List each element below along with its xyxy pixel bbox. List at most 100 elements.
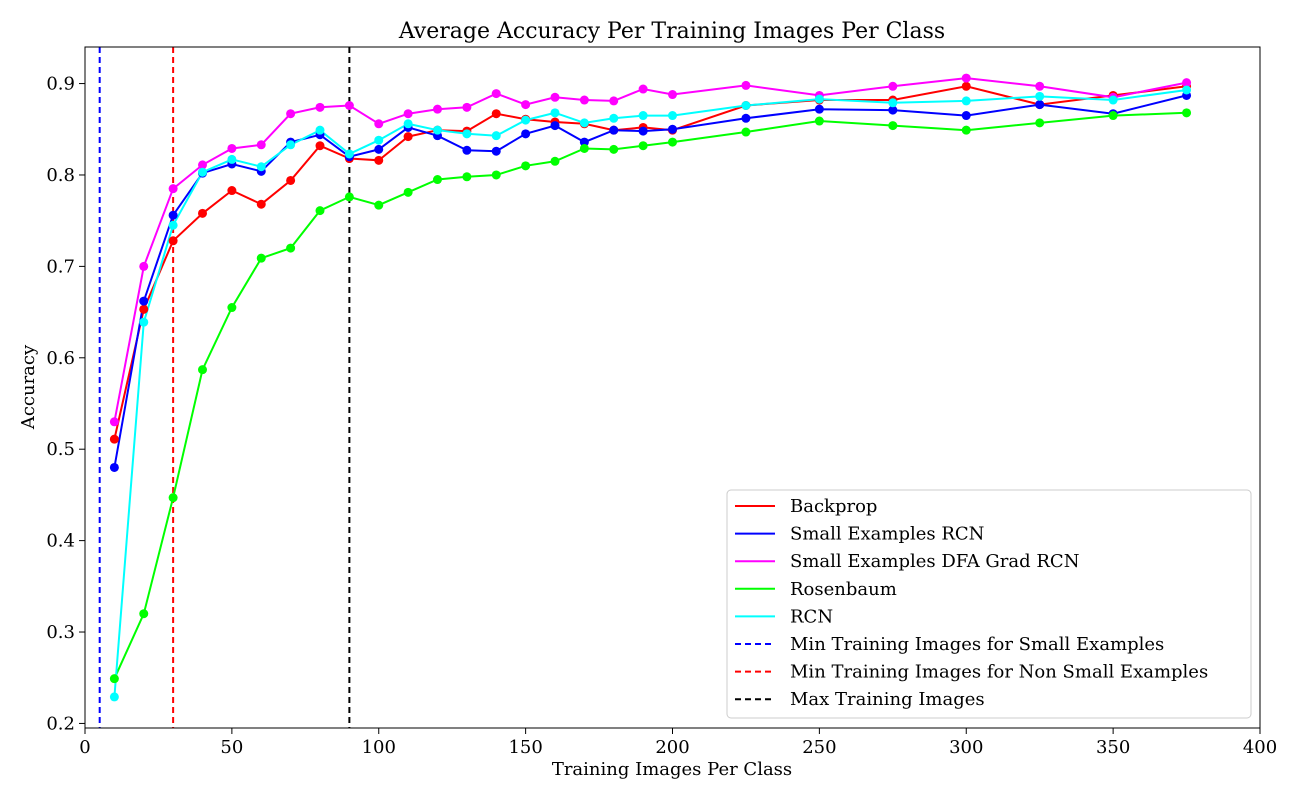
data-point-2-15 (550, 92, 560, 102)
data-point-3-11 (433, 175, 442, 185)
data-point-2-14 (521, 100, 531, 110)
data-point-1-17 (609, 125, 619, 135)
data-point-3-12 (462, 172, 472, 182)
x-tick-label-4: 200 (655, 737, 689, 758)
legend-label-6: Min Training Images for Non Small Exampl… (790, 662, 1208, 683)
data-point-2-0 (109, 417, 119, 427)
y-axis-ticks: 0.2 0.3 0.4 0.5 0.6 0.7 0.8 0.9 (46, 74, 85, 734)
data-point-4-22 (888, 98, 898, 108)
data-point-0-3 (198, 208, 207, 218)
data-point-3-18 (638, 141, 648, 151)
data-point-2-19 (668, 90, 677, 100)
data-point-3-5 (256, 253, 266, 263)
legend-label-3: Rosenbaum (790, 579, 897, 600)
data-point-4-6 (286, 140, 296, 150)
data-point-3-14 (521, 161, 531, 171)
data-point-4-5 (256, 162, 266, 172)
data-point-3-17 (609, 144, 619, 154)
data-point-1-14 (521, 129, 531, 139)
data-point-1-12 (462, 145, 472, 155)
data-point-2-7 (315, 102, 325, 112)
data-point-3-6 (286, 243, 296, 253)
data-point-4-18 (638, 111, 648, 121)
legend-label-4: RCN (790, 606, 833, 627)
data-point-2-5 (256, 140, 266, 150)
data-point-2-12 (462, 102, 472, 112)
y-tick-label-5: 0.7 (46, 256, 75, 277)
x-axis-label: Training Images Per Class (552, 759, 792, 780)
data-point-3-9 (374, 200, 384, 210)
data-point-3-23 (961, 125, 971, 135)
data-point-4-24 (1035, 91, 1045, 101)
data-point-3-20 (741, 127, 751, 137)
data-point-2-9 (374, 119, 384, 129)
data-point-2-3 (198, 160, 207, 170)
y-tick-label-6: 0.8 (46, 165, 75, 186)
data-point-1-16 (579, 137, 589, 147)
data-point-2-10 (403, 109, 413, 119)
data-point-1-23 (961, 111, 971, 121)
data-point-4-13 (491, 131, 501, 141)
data-point-2-4 (227, 143, 237, 153)
data-point-2-16 (579, 95, 589, 105)
y-tick-label-4: 0.6 (46, 348, 75, 369)
legend-label-2: Small Examples DFA Grad RCN (790, 551, 1079, 572)
data-point-2-20 (741, 80, 751, 90)
x-tick-label-3: 150 (508, 737, 542, 758)
data-point-0-0 (109, 434, 119, 444)
data-point-1-0 (109, 462, 119, 472)
data-point-4-15 (550, 108, 560, 118)
data-point-4-21 (814, 94, 824, 104)
data-point-0-4 (227, 186, 237, 196)
legend-label-1: Small Examples RCN (790, 524, 984, 545)
data-point-2-22 (888, 81, 898, 91)
data-point-0-13 (491, 109, 501, 119)
y-tick-label-3: 0.5 (46, 439, 75, 460)
data-point-0-6 (286, 175, 296, 185)
chart-legend: Backprop Small Examples RCN Small Examples… (726, 489, 1252, 719)
data-point-0-23 (961, 81, 971, 91)
x-tick-label-7: 350 (1096, 737, 1130, 758)
data-point-3-8 (344, 192, 354, 202)
data-point-4-12 (462, 129, 472, 139)
data-point-1-18 (638, 126, 648, 136)
data-point-4-0 (109, 692, 119, 702)
data-point-3-7 (315, 206, 325, 216)
data-point-4-19 (668, 111, 677, 121)
x-tick-label-8: 400 (1243, 737, 1277, 758)
data-point-3-4 (227, 303, 237, 313)
data-point-3-1 (139, 609, 149, 619)
data-point-3-16 (579, 143, 589, 153)
data-point-3-19 (668, 137, 677, 147)
data-point-4-26 (1182, 85, 1192, 95)
data-point-4-4 (227, 154, 237, 164)
data-point-1-1 (139, 296, 149, 306)
x-tick-label-2: 100 (362, 737, 396, 758)
data-point-2-11 (433, 104, 442, 114)
data-point-3-15 (550, 156, 560, 166)
x-tick-label-0: 0 (79, 737, 90, 758)
chart-title: Average Accuracy Per Training Images Per… (398, 19, 945, 44)
data-point-2-2 (168, 184, 178, 194)
data-point-4-10 (403, 119, 413, 129)
data-point-4-20 (741, 101, 751, 111)
data-point-4-25 (1108, 95, 1118, 105)
y-tick-label-7: 0.9 (46, 74, 75, 95)
data-point-2-24 (1035, 81, 1045, 91)
legend-box (726, 489, 1252, 719)
data-point-3-13 (491, 170, 501, 180)
data-point-4-2 (168, 220, 178, 230)
data-point-1-22 (888, 105, 898, 115)
data-point-4-16 (579, 118, 589, 128)
y-axis-label: Accuracy (18, 344, 39, 430)
data-point-3-24 (1035, 118, 1045, 128)
x-tick-label-6: 300 (949, 737, 983, 758)
data-point-1-21 (814, 104, 824, 114)
data-point-4-9 (374, 135, 384, 145)
data-point-4-23 (961, 96, 971, 106)
data-point-0-7 (315, 141, 325, 151)
data-point-3-0 (109, 674, 119, 684)
data-point-1-15 (550, 121, 560, 131)
data-point-2-13 (491, 89, 501, 99)
